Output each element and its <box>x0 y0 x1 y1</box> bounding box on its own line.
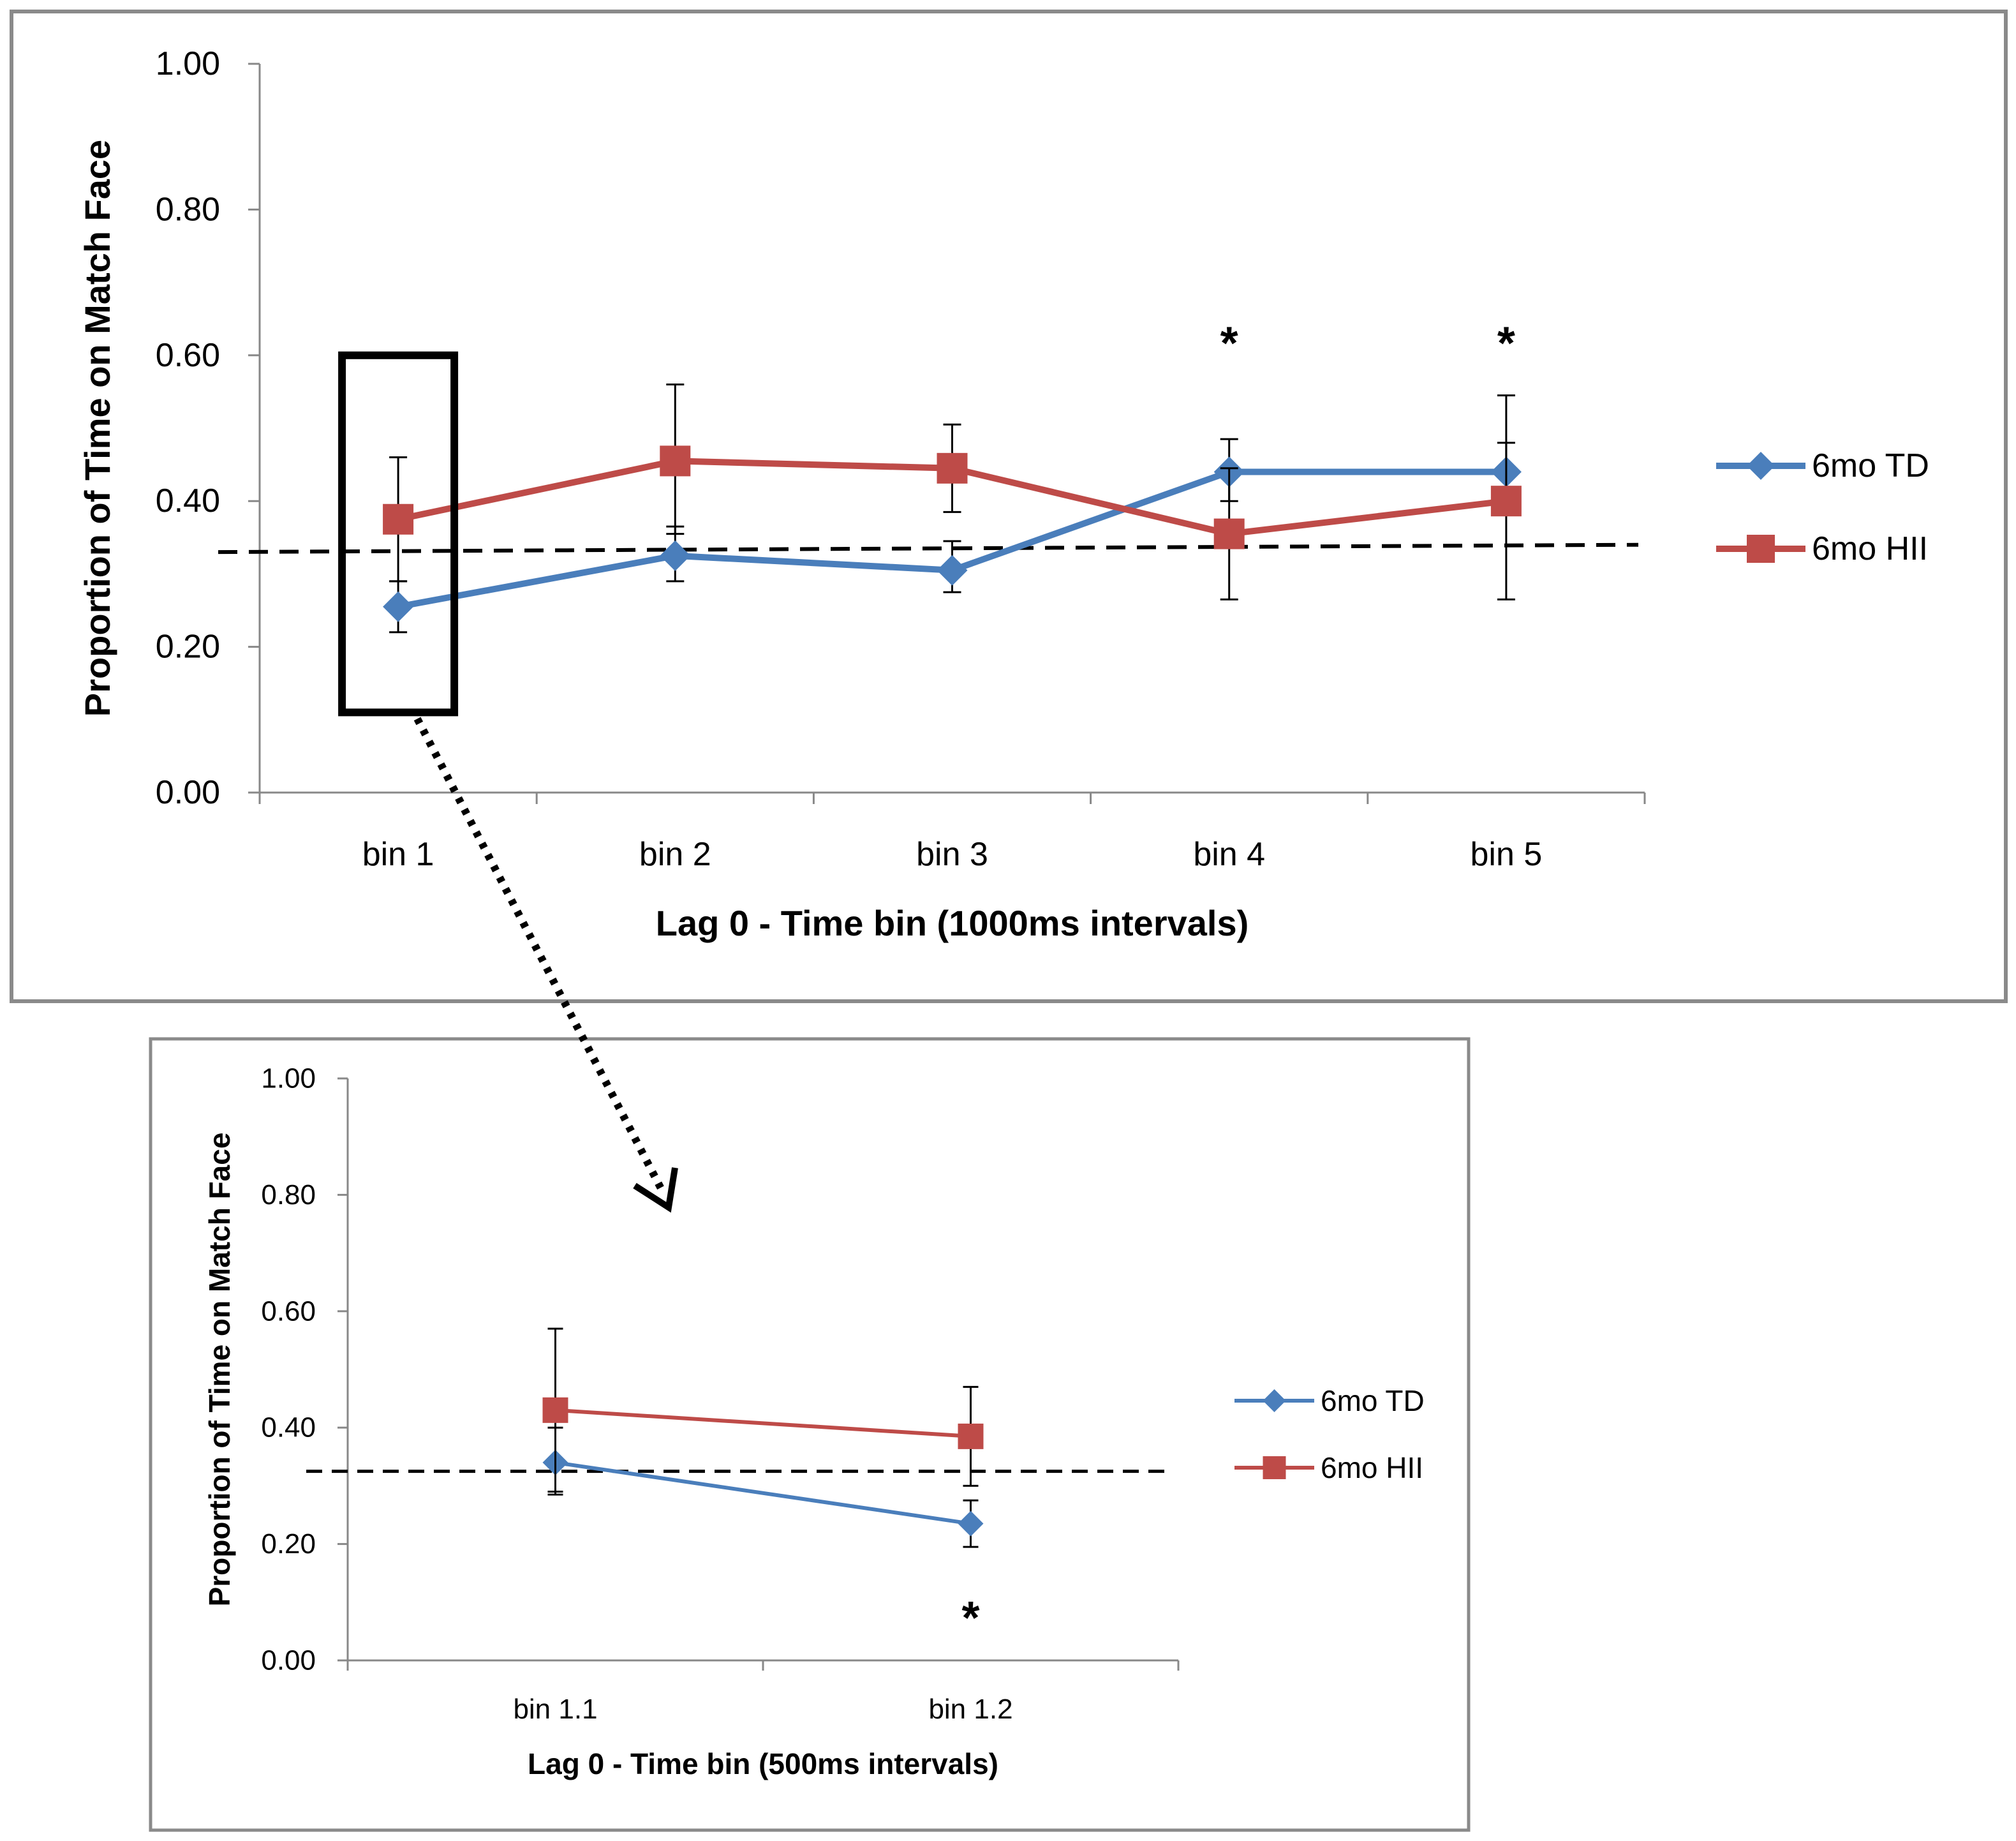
significance-star: * <box>961 1593 979 1644</box>
zoom-arrow-head <box>633 1167 678 1213</box>
chart-frame <box>10 10 2008 1003</box>
y-tick-label: 0.20 <box>156 629 220 666</box>
series-6mo-td <box>542 1426 984 1548</box>
data-point-square <box>1490 486 1522 517</box>
data-point-diamond <box>937 555 968 586</box>
zoom-arrow-dotted <box>413 717 667 1195</box>
chart-2: 0.00 0.20 0.40 0.60 0.80 1.00 bin 1.1 bin 1.2 La… <box>149 1037 1471 1832</box>
series-line <box>555 1408 971 1438</box>
y-tick-label: 0.00 <box>261 1645 316 1676</box>
y-tick-label: 0.20 <box>261 1528 316 1560</box>
chart-1: 0.00 0.20 0.40 0.60 0.80 1.00 bin 1 bin 2 bin 3 b… <box>10 10 2008 1003</box>
significance-star: * <box>1220 318 1238 369</box>
y-tick-label: 0.80 <box>261 1179 316 1211</box>
y-tick-label: 0.40 <box>261 1412 316 1443</box>
y-tick-label: 0.40 <box>156 482 220 519</box>
x-tick-label: bin 1.2 <box>928 1694 1012 1725</box>
data-point-square <box>1213 518 1245 549</box>
x-tick-label: bin 4 <box>1193 836 1265 873</box>
significance-star: * <box>1497 318 1515 369</box>
y-tick-label: 0.00 <box>156 774 220 811</box>
y-tick-label: 0.60 <box>261 1295 316 1327</box>
chart-frame <box>149 1037 1471 1832</box>
legend-marker-square <box>1263 1456 1286 1479</box>
series-6mo-td <box>383 438 1522 634</box>
legend: 6mo TD 6mo HII <box>1716 447 1929 567</box>
data-point-square <box>660 445 691 477</box>
data-point-square <box>383 503 414 535</box>
x-tick-label: bin 1 <box>362 836 434 873</box>
x-tick-label: bin 5 <box>1471 836 1543 873</box>
legend-marker-diamond <box>1263 1389 1286 1412</box>
legend-marker-square <box>1747 535 1775 563</box>
legend-label: 6mo HII <box>1812 530 1928 567</box>
legend-label: 6mo HII <box>1321 1451 1423 1484</box>
y-axis-title: Proportion of Time on Match Face <box>77 140 117 717</box>
data-point-diamond <box>660 540 691 571</box>
x-tick-label: bin 2 <box>639 836 711 873</box>
legend-marker-diamond <box>1747 452 1775 480</box>
data-point-square <box>937 452 968 484</box>
y-tick-label: 0.60 <box>156 337 220 374</box>
y-tick-label: 1.00 <box>261 1063 316 1094</box>
chance-reference-line <box>218 542 1639 555</box>
x-axis-title: Lag 0 - Time bin (500ms intervals) <box>528 1747 998 1780</box>
data-point-diamond <box>958 1510 984 1537</box>
y-tick-label: 1.00 <box>156 45 220 82</box>
legend: 6mo TD 6mo HII <box>1234 1384 1425 1484</box>
x-tick-label: bin 3 <box>916 836 988 873</box>
legend-label: 6mo TD <box>1321 1384 1425 1417</box>
y-axis-title: Proportion of Time on Match Face <box>203 1133 236 1607</box>
y-tick-label: 0.80 <box>156 191 220 228</box>
legend-label: 6mo TD <box>1812 447 1929 484</box>
x-tick-label: bin 1.1 <box>513 1694 597 1725</box>
data-point-diamond <box>383 591 414 622</box>
x-axis-title: Lag 0 - Time bin (1000ms intervals) <box>656 903 1249 943</box>
series-6mo-hii <box>542 1327 984 1493</box>
data-point-square <box>542 1397 568 1423</box>
data-point-square <box>958 1423 984 1449</box>
zoom-highlight-box <box>338 351 459 717</box>
series-6mo-hii <box>383 383 1522 600</box>
series-line <box>555 1460 971 1526</box>
